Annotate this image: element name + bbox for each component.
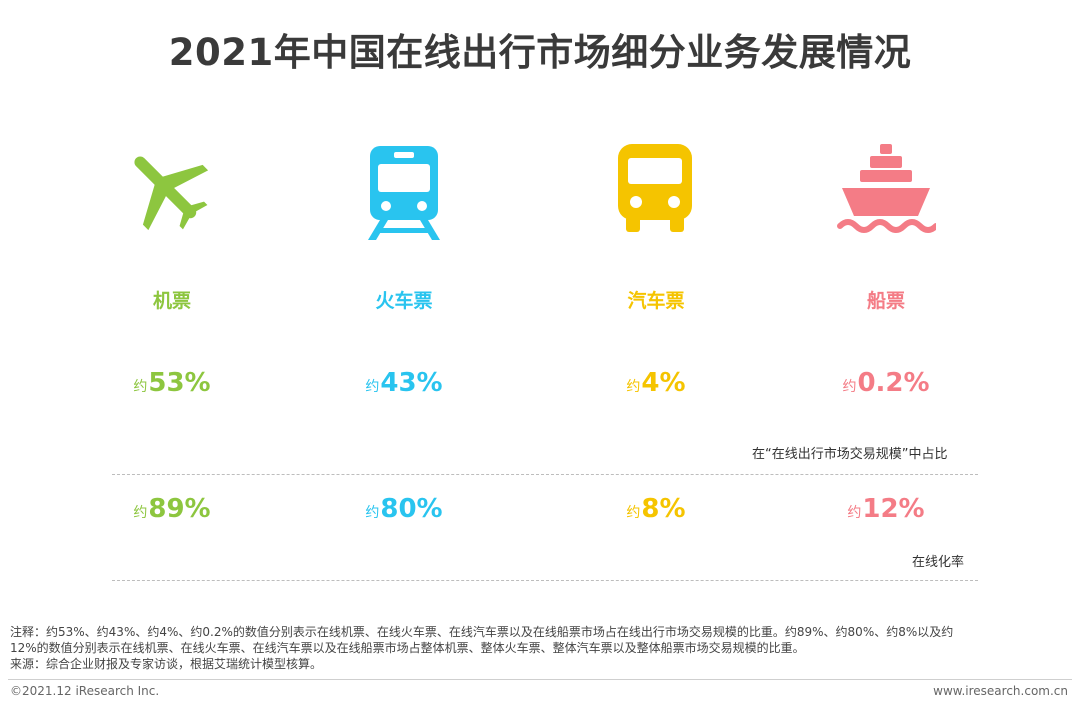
source-line: 来源：综合企业财报及专家访谈，根据艾瑞统计模型核算。 [10, 657, 323, 671]
online-rate-value-airplane: 约89% [133, 494, 211, 524]
note-line-2: 12%的数值分别表示在线机票、在线火车票、在线汽车票以及在线船票市场占整体机票、… [10, 641, 805, 655]
category-label-train: 火车票 [375, 290, 433, 312]
page-title: 2021年中国在线出行市场细分业务发展情况 [168, 31, 912, 74]
online-rate-value-ship: 约12% [847, 494, 925, 524]
online-rate-value-bus: 约8% [626, 494, 686, 524]
note-line-1: 注释：约53%、约43%、约4%、约0.2%的数值分别表示在线机票、在线火车票、… [10, 625, 954, 639]
train-icon [368, 146, 440, 240]
ship-icon [837, 144, 936, 233]
online-rate-value-train: 约80% [365, 494, 443, 524]
footer-divider [8, 679, 1072, 680]
row-caption-share: 在“在线出行市场交易规模”中占比 [752, 447, 948, 462]
category-label-ship: 船票 [866, 290, 905, 312]
category-label-airplane: 机票 [152, 290, 191, 312]
notes-block: 注释：约53%、约43%、约4%、约0.2%的数值分别表示在线机票、在线火车票、… [10, 624, 1070, 672]
row-divider-2 [112, 580, 978, 581]
airplane-icon [134, 156, 209, 231]
share-value-bus: 约4% [626, 368, 686, 398]
copyright-text: ©2021.12 iResearch Inc. [10, 684, 160, 698]
category-label-bus: 汽车票 [627, 290, 685, 312]
website-link[interactable]: www.iresearch.com.cn [933, 684, 1068, 698]
row-divider-1 [112, 474, 978, 475]
row-caption-online-rate: 在线化率 [912, 555, 965, 570]
share-value-ship: 约0.2% [842, 368, 930, 398]
bus-icon [618, 144, 692, 232]
share-value-airplane: 约53% [133, 368, 211, 398]
share-value-train: 约43% [365, 368, 443, 398]
